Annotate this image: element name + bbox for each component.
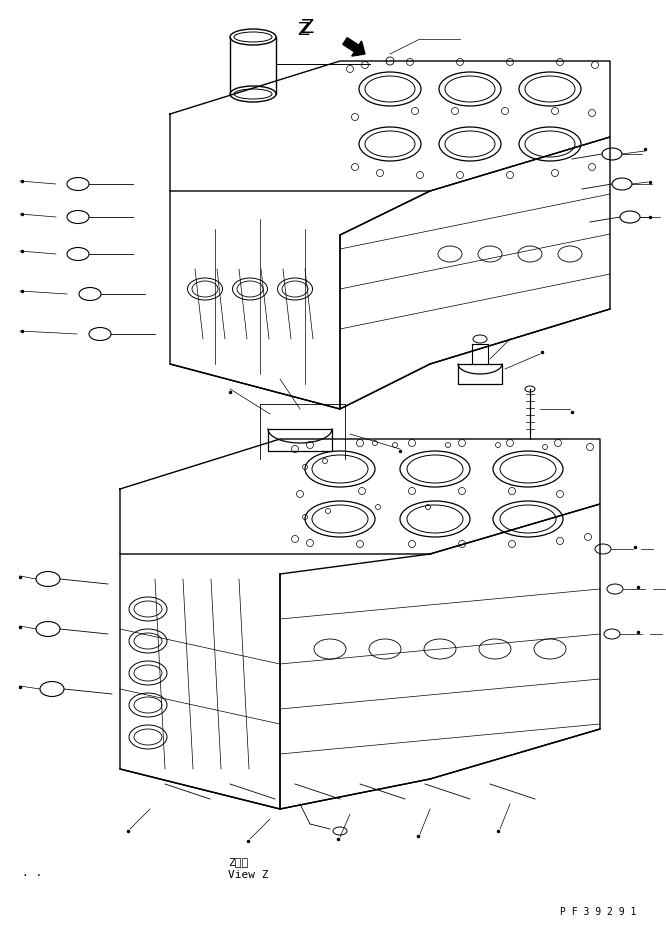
Ellipse shape <box>278 278 312 301</box>
Text: Z　視: Z 視 <box>228 856 248 866</box>
Ellipse shape <box>305 501 375 537</box>
Ellipse shape <box>400 452 470 487</box>
Ellipse shape <box>369 639 401 659</box>
Ellipse shape <box>424 639 456 659</box>
Ellipse shape <box>519 128 581 161</box>
Text: Z: Z <box>297 21 309 39</box>
Ellipse shape <box>188 278 222 301</box>
Text: Z: Z <box>300 18 314 36</box>
Ellipse shape <box>129 629 167 653</box>
Ellipse shape <box>305 452 375 487</box>
Ellipse shape <box>479 639 511 659</box>
Ellipse shape <box>230 87 276 103</box>
Ellipse shape <box>558 247 582 263</box>
Ellipse shape <box>439 128 501 161</box>
Bar <box>458 365 502 384</box>
Ellipse shape <box>129 598 167 622</box>
Text: View Z: View Z <box>228 869 268 879</box>
Ellipse shape <box>493 501 563 537</box>
Ellipse shape <box>438 247 462 263</box>
Ellipse shape <box>129 693 167 717</box>
Ellipse shape <box>129 725 167 749</box>
Ellipse shape <box>400 501 470 537</box>
Ellipse shape <box>129 662 167 685</box>
Ellipse shape <box>314 639 346 659</box>
Ellipse shape <box>534 639 566 659</box>
Ellipse shape <box>519 73 581 107</box>
Ellipse shape <box>230 30 276 46</box>
Text: P F 3 9 2 9 1: P F 3 9 2 9 1 <box>560 906 637 916</box>
FancyArrow shape <box>343 39 365 57</box>
Ellipse shape <box>478 247 502 263</box>
Ellipse shape <box>359 73 421 107</box>
Text: . .: . . <box>22 867 42 877</box>
Ellipse shape <box>493 452 563 487</box>
Ellipse shape <box>518 247 542 263</box>
Ellipse shape <box>439 73 501 107</box>
Bar <box>268 430 332 452</box>
Ellipse shape <box>359 128 421 161</box>
Ellipse shape <box>232 278 268 301</box>
